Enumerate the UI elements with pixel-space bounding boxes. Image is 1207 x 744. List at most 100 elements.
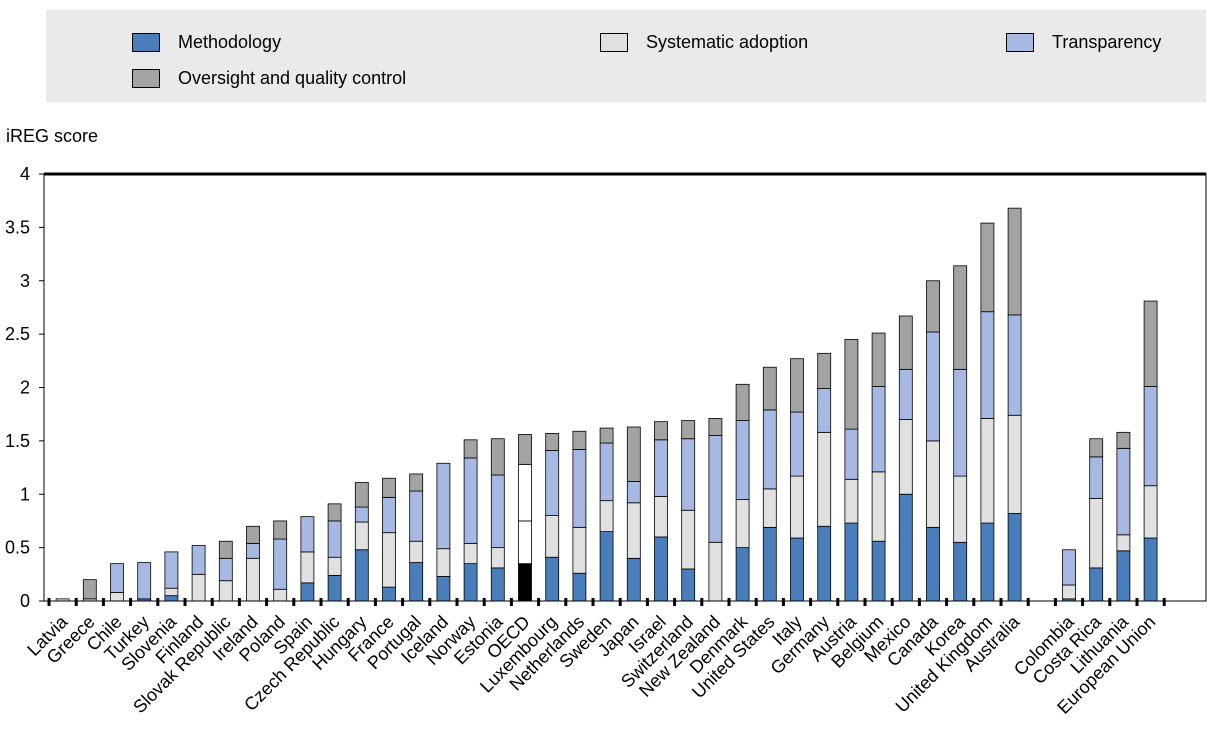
bar-segment-oversight-and-quality-control xyxy=(626,426,641,482)
bar-segment-oversight-and-quality-control xyxy=(246,525,260,544)
bar-segment-transparency xyxy=(490,474,505,549)
bar-segment-systematic-adoption xyxy=(735,499,750,549)
plot-area xyxy=(43,173,1207,602)
legend-item-methodology: Methodology xyxy=(132,32,281,53)
bar-segment-methodology xyxy=(762,526,777,602)
y-tick-label: 3.5 xyxy=(5,217,30,237)
legend-item-transparency: Transparency xyxy=(1006,32,1161,53)
bar-segment-methodology xyxy=(382,586,396,602)
bar-segment-systematic-adoption xyxy=(545,515,560,558)
bar-segment-oversight-and-quality-control xyxy=(463,439,478,459)
bar-segment-methodology xyxy=(871,540,886,602)
bar-segment-methodology xyxy=(409,562,424,602)
bar-segment-transparency xyxy=(1062,549,1076,586)
y-tick-label: 2.5 xyxy=(5,324,30,344)
bar-segment-transparency xyxy=(654,439,668,497)
bar-segment-systematic-adoption xyxy=(817,431,832,527)
bar-segment-transparency xyxy=(1116,447,1131,536)
bar-segment-methodology xyxy=(1116,550,1131,602)
bar-segment-oversight-and-quality-control xyxy=(545,433,560,451)
bar-segment-transparency xyxy=(463,457,478,544)
bar-segment-methodology xyxy=(681,568,696,602)
bar-segment-methodology xyxy=(354,549,369,602)
bar-segment-transparency xyxy=(681,438,696,511)
bar-segment-transparency xyxy=(926,331,940,442)
bar-segment-oversight-and-quality-control xyxy=(599,427,614,444)
bar-segment-transparency xyxy=(626,481,641,504)
bar-segment-oversight-and-quality-control xyxy=(1116,431,1131,449)
bar-segment-transparency xyxy=(327,520,342,558)
bar-segment-methodology xyxy=(436,576,451,602)
legend-swatch-oversight xyxy=(132,69,160,88)
bar-segment-systematic-adoption xyxy=(926,440,940,528)
bar-segment-methodology xyxy=(518,563,532,602)
bar-segment-methodology xyxy=(790,537,804,602)
bar-segment-transparency xyxy=(1089,456,1104,499)
bar-segment-systematic-adoption xyxy=(1143,485,1158,539)
bar-segment-systematic-adoption xyxy=(898,419,913,495)
bar-segment-oversight-and-quality-control xyxy=(871,332,886,387)
bar-segment-transparency xyxy=(436,462,451,550)
bar-segment-methodology xyxy=(327,574,342,602)
bar-segment-oversight-and-quality-control xyxy=(681,420,696,440)
bar-segment-transparency xyxy=(708,435,723,543)
bar-segment-methodology xyxy=(572,572,587,602)
y-tick-label: 4 xyxy=(20,164,30,184)
bar-segment-systematic-adoption xyxy=(409,540,424,563)
chart-legend: Methodology Systematic adoption Transpar… xyxy=(46,10,1206,102)
bar-segment-systematic-adoption xyxy=(1007,414,1022,514)
bar-segment-transparency xyxy=(762,409,777,490)
bar-segment-oversight-and-quality-control xyxy=(1143,300,1158,387)
legend-swatch-transparency xyxy=(1006,33,1034,52)
legend-item-systematic-adoption: Systematic adoption xyxy=(600,32,808,53)
bar-segment-systematic-adoption xyxy=(762,488,777,528)
bar-segment-methodology xyxy=(735,547,750,602)
legend-swatch-methodology xyxy=(132,33,160,52)
legend-label-methodology: Methodology xyxy=(178,32,282,52)
bar-segment-systematic-adoption xyxy=(436,548,451,577)
bar-segment-methodology xyxy=(844,522,859,602)
bar-segment-transparency xyxy=(246,542,260,559)
bar-segment-oversight-and-quality-control xyxy=(1089,438,1104,458)
bar-segment-oversight-and-quality-control xyxy=(409,473,424,492)
bar-segment-systematic-adoption xyxy=(164,587,179,597)
bar-segment-methodology xyxy=(1143,537,1158,602)
bar-segment-transparency xyxy=(1007,314,1022,416)
bar-segment-transparency xyxy=(953,368,968,477)
legend-swatch-systematic-adoption xyxy=(600,33,628,52)
bar-segment-systematic-adoption xyxy=(463,542,478,565)
bar-segment-transparency xyxy=(273,538,288,590)
bar-segment-oversight-and-quality-control xyxy=(490,438,505,476)
y-axis-label: iREG score xyxy=(6,126,99,146)
bar-segment-oversight-and-quality-control xyxy=(926,280,940,333)
bar-segment-methodology xyxy=(980,522,995,602)
bar-segment-oversight-and-quality-control xyxy=(654,421,668,441)
bar-segment-oversight-and-quality-control xyxy=(953,265,968,370)
bar-segment-systematic-adoption xyxy=(110,592,124,602)
bar-segment-oversight-and-quality-control xyxy=(817,352,832,389)
bar-segment-systematic-adoption xyxy=(327,556,342,576)
y-tick-label: 0 xyxy=(20,591,30,611)
bar-segment-methodology xyxy=(898,493,913,602)
bar-segment-oversight-and-quality-control xyxy=(735,383,750,421)
bar-segment-methodology xyxy=(545,556,560,602)
bar-segment-transparency xyxy=(1143,386,1158,487)
bar-segment-systematic-adoption xyxy=(1089,498,1104,569)
bar-segment-systematic-adoption xyxy=(1062,584,1076,600)
y-tick-label: 2 xyxy=(20,378,30,398)
legend-label-oversight: Oversight and quality control xyxy=(178,68,407,88)
bar-segment-oversight-and-quality-control xyxy=(382,477,396,498)
bar-segment-systematic-adoption xyxy=(572,526,587,574)
bar-segment-transparency xyxy=(164,551,179,589)
bar-segment-methodology xyxy=(926,526,940,602)
bar-segment-systematic-adoption xyxy=(708,541,723,602)
bar-segment-methodology xyxy=(599,531,614,602)
y-tick-label: 1.5 xyxy=(5,431,30,451)
bar-segment-oversight-and-quality-control xyxy=(1007,207,1022,316)
legend-label-transparency: Transparency xyxy=(1052,32,1162,52)
bar-segment-systematic-adoption xyxy=(681,509,696,570)
bar-segment-methodology xyxy=(626,557,641,602)
bar-segment-methodology xyxy=(463,563,478,602)
bar-segment-transparency xyxy=(382,497,396,534)
bar-segment-oversight-and-quality-control xyxy=(898,315,913,370)
